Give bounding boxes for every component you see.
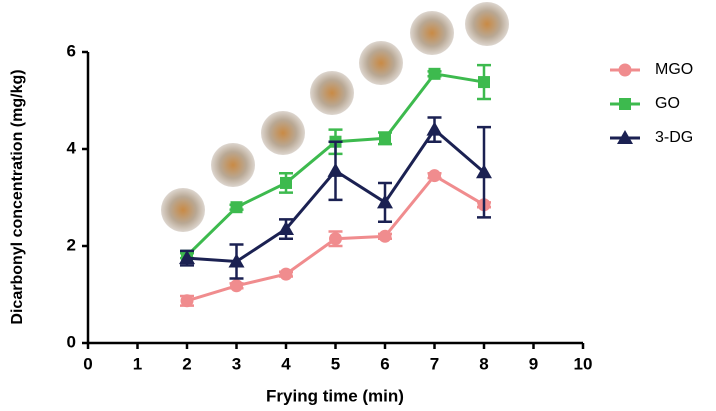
x-tick-label: 3 xyxy=(232,354,241,373)
legend-label: MGO xyxy=(655,61,693,78)
marker xyxy=(428,169,441,182)
x-tick-label: 4 xyxy=(281,354,291,373)
photo xyxy=(465,2,509,46)
y-axis-label: Dicarbonyl concentration (mg/kg) xyxy=(9,69,26,324)
marker xyxy=(478,76,490,88)
legend-label: 3-DG xyxy=(655,129,693,146)
marker xyxy=(379,230,392,243)
marker xyxy=(280,268,293,281)
marker xyxy=(280,177,292,189)
x-tick-label: 9 xyxy=(529,354,538,373)
photo xyxy=(161,188,205,232)
x-tick-label: 7 xyxy=(430,354,439,373)
chart: Frying time (min) Dicarbonyl concentrati… xyxy=(0,0,716,411)
photo xyxy=(410,11,454,55)
x-tick-label: 0 xyxy=(83,354,92,373)
x-tick-label: 10 xyxy=(574,354,593,373)
y-tick-label: 2 xyxy=(67,235,76,254)
marker xyxy=(328,163,344,177)
photo xyxy=(359,41,403,85)
x-tick-label: 2 xyxy=(182,354,191,373)
legend-label: GO xyxy=(655,95,680,112)
legend-marker xyxy=(619,64,632,77)
marker xyxy=(329,232,342,245)
x-tick-label: 5 xyxy=(331,354,340,373)
x-tick-label: 6 xyxy=(380,354,389,373)
x-tick-label: 8 xyxy=(479,354,488,373)
marker xyxy=(181,294,194,307)
marker xyxy=(429,68,441,80)
y-tick-label: 6 xyxy=(67,41,76,60)
marker xyxy=(427,122,443,136)
photo xyxy=(261,111,305,155)
marker xyxy=(379,132,391,144)
y-tick-label: 0 xyxy=(67,332,76,351)
legend-marker xyxy=(619,98,631,110)
marker xyxy=(230,279,243,292)
x-axis-label: Frying time (min) xyxy=(266,386,404,405)
photo xyxy=(211,143,255,187)
photo xyxy=(310,71,354,115)
marker xyxy=(231,201,243,213)
x-tick-label: 1 xyxy=(133,354,142,373)
y-tick-label: 4 xyxy=(67,138,77,157)
